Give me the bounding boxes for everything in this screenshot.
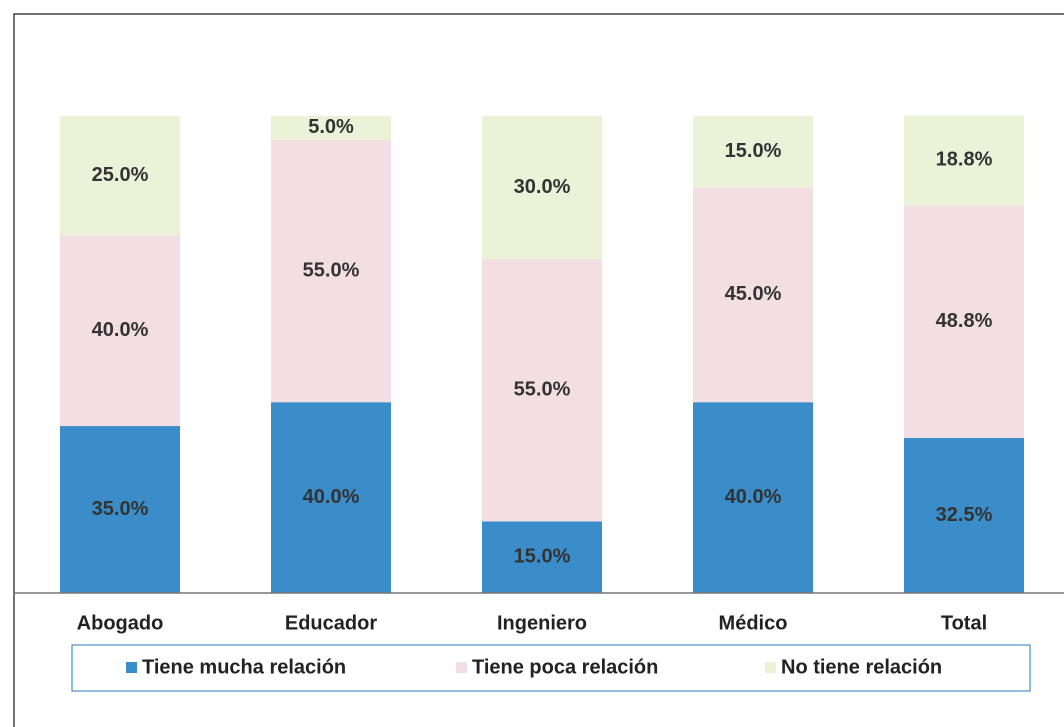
x-tick-label: Ingeniero — [497, 612, 587, 634]
bar-segment — [693, 116, 813, 188]
x-tick-label: Abogado — [77, 612, 164, 634]
bar-segment — [904, 437, 1024, 593]
legend-label: Tiene poca relación — [472, 656, 658, 678]
data-label: 5.0% — [308, 116, 354, 138]
legend-label: Tiene mucha relación — [142, 656, 346, 678]
data-label: 35.0% — [92, 498, 149, 520]
bar-segment — [482, 259, 602, 522]
bar-segment — [693, 402, 813, 593]
data-label: 40.0% — [725, 486, 782, 508]
data-label: 15.0% — [725, 140, 782, 162]
data-label: 55.0% — [514, 379, 571, 401]
bar-segment — [60, 116, 180, 236]
data-label: 55.0% — [303, 259, 360, 281]
data-label: 18.8% — [936, 149, 993, 171]
x-tick-label: Total — [941, 612, 987, 634]
x-tick-label: Educador — [285, 612, 377, 634]
legend-swatch — [765, 662, 776, 673]
bar-segment — [904, 205, 1024, 438]
legend-swatch — [126, 662, 137, 673]
data-label: 40.0% — [303, 486, 360, 508]
bar-segment — [482, 116, 602, 260]
bar-segment — [60, 426, 180, 593]
bar-segment — [904, 115, 1024, 206]
data-label: 40.0% — [92, 319, 149, 341]
bar-segment — [271, 116, 391, 140]
bar-segment — [482, 521, 602, 593]
x-tick-label: Médico — [719, 612, 788, 634]
legend-box — [71, 644, 1031, 692]
data-label: 48.8% — [936, 310, 993, 332]
bar-segment — [271, 139, 391, 403]
bar-segment — [271, 402, 391, 593]
bar-segment — [60, 235, 180, 427]
data-label: 30.0% — [514, 176, 571, 198]
legend-swatch — [456, 662, 467, 673]
data-label: 15.0% — [514, 546, 571, 568]
data-label: 25.0% — [92, 164, 149, 186]
data-label: 45.0% — [725, 283, 782, 305]
data-label: 32.5% — [936, 504, 993, 526]
bar-segment — [693, 187, 813, 403]
legend-label: No tiene relación — [781, 656, 942, 678]
